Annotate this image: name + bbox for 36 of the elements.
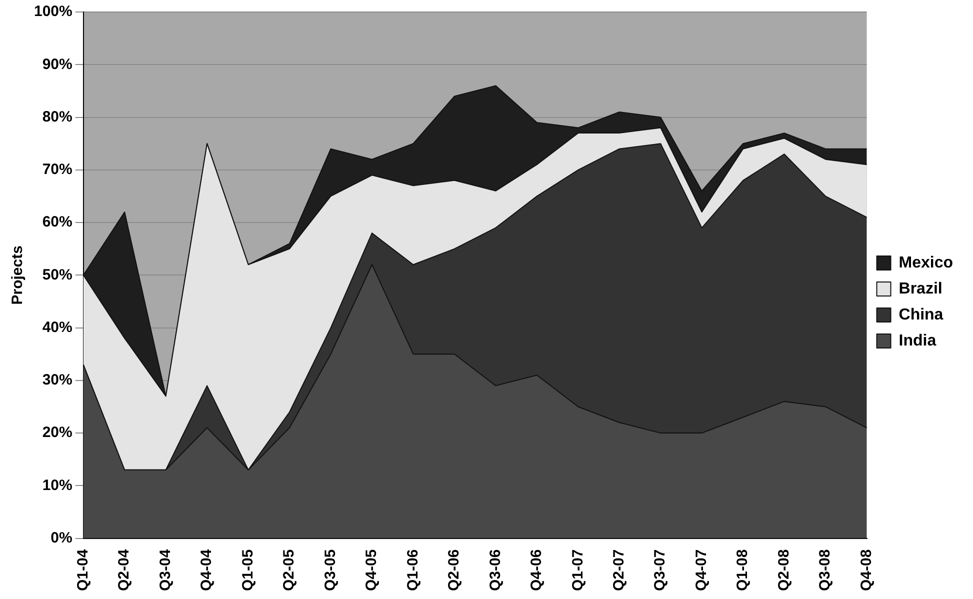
x-tick-label: Q4-05 xyxy=(363,549,380,592)
y-tick-label: 70% xyxy=(42,161,72,178)
x-tick-label: Q3-07 xyxy=(652,549,669,592)
y-tick-label: 10% xyxy=(42,476,72,494)
legend-label: Mexico xyxy=(898,254,954,272)
y-tick-label: 50% xyxy=(42,266,72,284)
y-tick-label: 90% xyxy=(42,56,72,73)
x-tick-label: Q1-08 xyxy=(734,549,752,592)
x-tick-label: Q4-08 xyxy=(858,549,875,592)
x-tick-label: Q3-05 xyxy=(322,549,339,592)
x-tick-label: Q1-07 xyxy=(569,549,586,592)
x-tick-label: Q4-07 xyxy=(692,549,710,592)
x-tick-label: Q2-04 xyxy=(116,548,133,592)
y-tick-label: 0% xyxy=(50,529,72,546)
x-tick-label: Q3-06 xyxy=(486,549,504,592)
y-tick-label: 30% xyxy=(42,372,72,389)
x-tick-label: Q1-06 xyxy=(404,549,422,592)
legend-label: India xyxy=(898,332,936,350)
y-tick-label: 60% xyxy=(42,214,72,231)
x-tick-label: Q1-05 xyxy=(239,549,256,592)
y-tick-label: 100% xyxy=(34,3,72,20)
y-tick-label: 80% xyxy=(42,108,72,126)
y-axis-title: Projects xyxy=(9,246,26,305)
x-tick-label: Q3-04 xyxy=(156,548,174,592)
x-tick-label: Q2-07 xyxy=(610,549,628,592)
x-tick-label: Q1-04 xyxy=(74,548,92,592)
x-tick-label: Q2-06 xyxy=(446,549,463,592)
x-tick-label: Q3-08 xyxy=(816,549,834,592)
legend-label: Brazil xyxy=(898,280,942,298)
x-tick-label: Q4-06 xyxy=(528,549,546,592)
y-tick-label: 40% xyxy=(42,318,72,336)
y-tick-label: 20% xyxy=(42,424,72,442)
x-tick-label: Q4-04 xyxy=(198,548,216,592)
legend-label: China xyxy=(898,306,944,324)
x-tick-label: Q2-05 xyxy=(280,549,298,592)
x-tick-label: Q2-08 xyxy=(775,549,792,592)
